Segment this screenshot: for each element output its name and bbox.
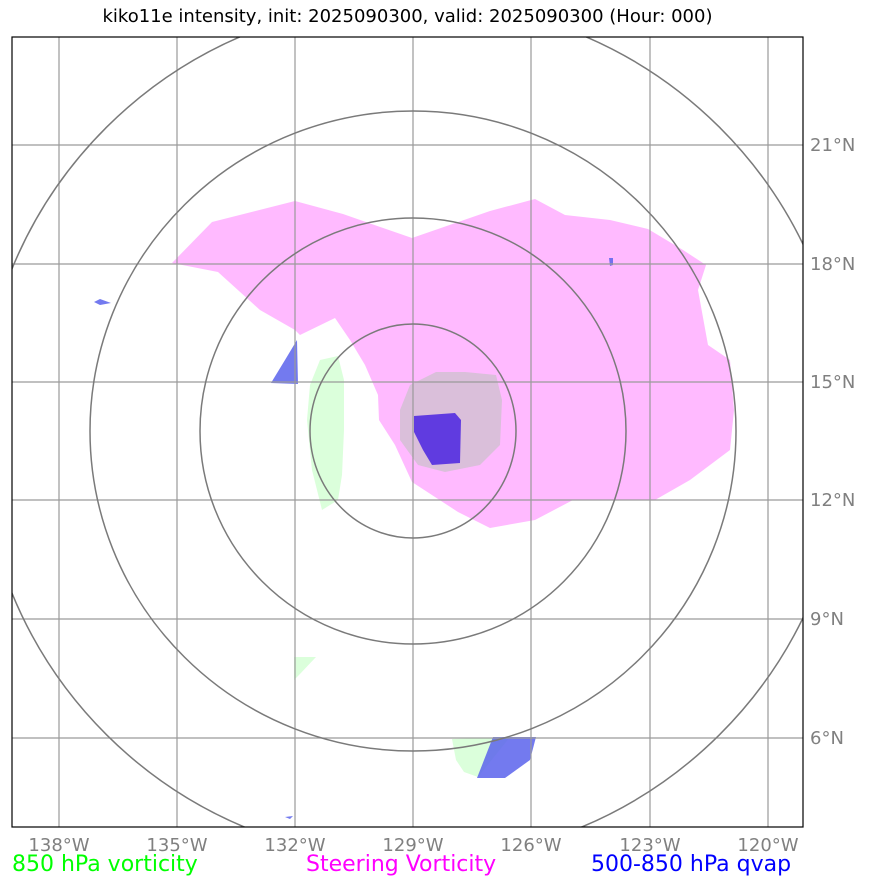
legend-qvap: 500-850 hPa qvap: [591, 852, 792, 877]
lon-label: 138°W: [28, 835, 89, 856]
steering-vorticity-area: [172, 199, 734, 528]
lon-label: 123°W: [619, 835, 680, 856]
lat-label: 6°N: [810, 728, 844, 749]
lon-label: 120°W: [737, 835, 798, 856]
lat-label: 12°N: [810, 490, 855, 511]
vorticity-850-area: [294, 657, 316, 680]
qvap-core: [414, 413, 461, 465]
range-ring: [199, 217, 627, 645]
map-frame: [11, 36, 804, 828]
qvap-area: [271, 340, 298, 384]
graticule: [12, 37, 803, 827]
lon-label: 126°W: [500, 835, 561, 856]
qvap-area: [94, 299, 111, 305]
legend-850-vorticity: 850 hPa vorticity: [12, 852, 198, 877]
lat-label: 15°N: [810, 372, 855, 393]
qvap-area: [477, 737, 536, 778]
lat-label: 9°N: [810, 609, 844, 630]
lon-label: 135°W: [146, 835, 207, 856]
lat-label: 21°N: [810, 135, 855, 156]
lon-label: 132°W: [264, 835, 325, 856]
legend-steering-vorticity: Steering Vorticity: [306, 852, 497, 877]
range-ring: [309, 323, 517, 539]
range-ring: [89, 110, 737, 752]
lat-label: 18°N: [810, 254, 855, 275]
qvap-area: [285, 816, 293, 819]
lon-label: 129°W: [382, 835, 443, 856]
range-rings: [12, 37, 803, 827]
map-title: kiko11e intensity, init: 2025090300, val…: [102, 6, 713, 27]
